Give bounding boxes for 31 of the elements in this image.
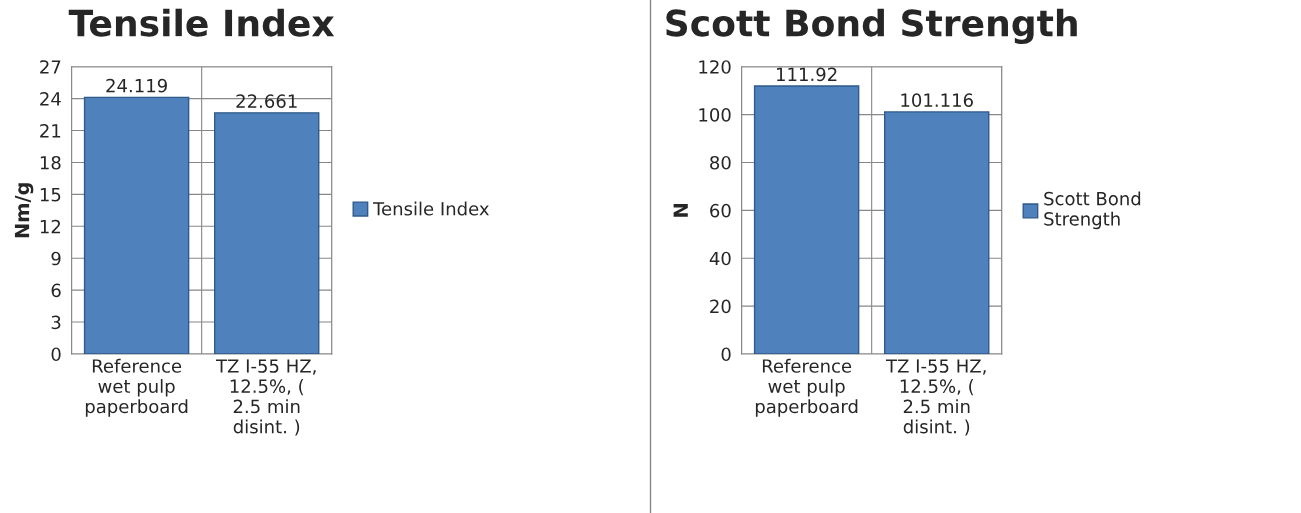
y-tick-label: 27 — [40, 60, 61, 74]
data-label: 111.92 — [777, 67, 837, 82]
y-tick-label: 60 — [710, 203, 731, 218]
y-tick-label: 6 — [51, 283, 61, 298]
y-tick-label: 21 — [40, 123, 61, 138]
y-tick-label: 24 — [40, 92, 61, 106]
y-tick-label: 9 — [51, 251, 61, 266]
data-label: 22.661 — [236, 94, 297, 108]
x-tick-label: TZ I-55 HZ, 12.5%, ( 2.5 min disint. ) — [885, 359, 986, 436]
y-tick-label: 100 — [699, 108, 731, 122]
y-tick-label: 15 — [40, 188, 61, 202]
y-tick-label: 20 — [710, 299, 731, 314]
data-label: 101.116 — [901, 93, 973, 108]
y-tick-label: 3 — [51, 315, 61, 330]
y-axis-title: Nm/g — [14, 183, 34, 238]
y-axis-title: N — [673, 203, 688, 217]
y-tick-label: 120 — [699, 60, 731, 74]
chart-title: Tensile Index — [68, 8, 335, 37]
x-tick-label: TZ I-55 HZ, 12.5%, ( 2.5 min disint. ) — [215, 359, 316, 436]
y-tick-label: 0 — [721, 347, 731, 362]
y-tick-label: 0 — [51, 347, 61, 362]
y-tick-label: 12 — [40, 219, 61, 234]
legend-label: Tensile Index — [373, 201, 489, 216]
y-tick-label: 40 — [709, 251, 731, 266]
data-label: 24.119 — [106, 78, 167, 93]
legend-label: Scott Bond Strength — [1044, 191, 1141, 230]
x-tick-label: Reference wet pulp paperboard — [85, 358, 188, 417]
y-tick-label: 18 — [40, 155, 61, 170]
x-tick-label: Reference wet pulp paperboard — [755, 358, 858, 417]
y-tick-label: 80 — [710, 155, 731, 170]
chart-title: Scott Bond Strength — [666, 8, 1077, 44]
